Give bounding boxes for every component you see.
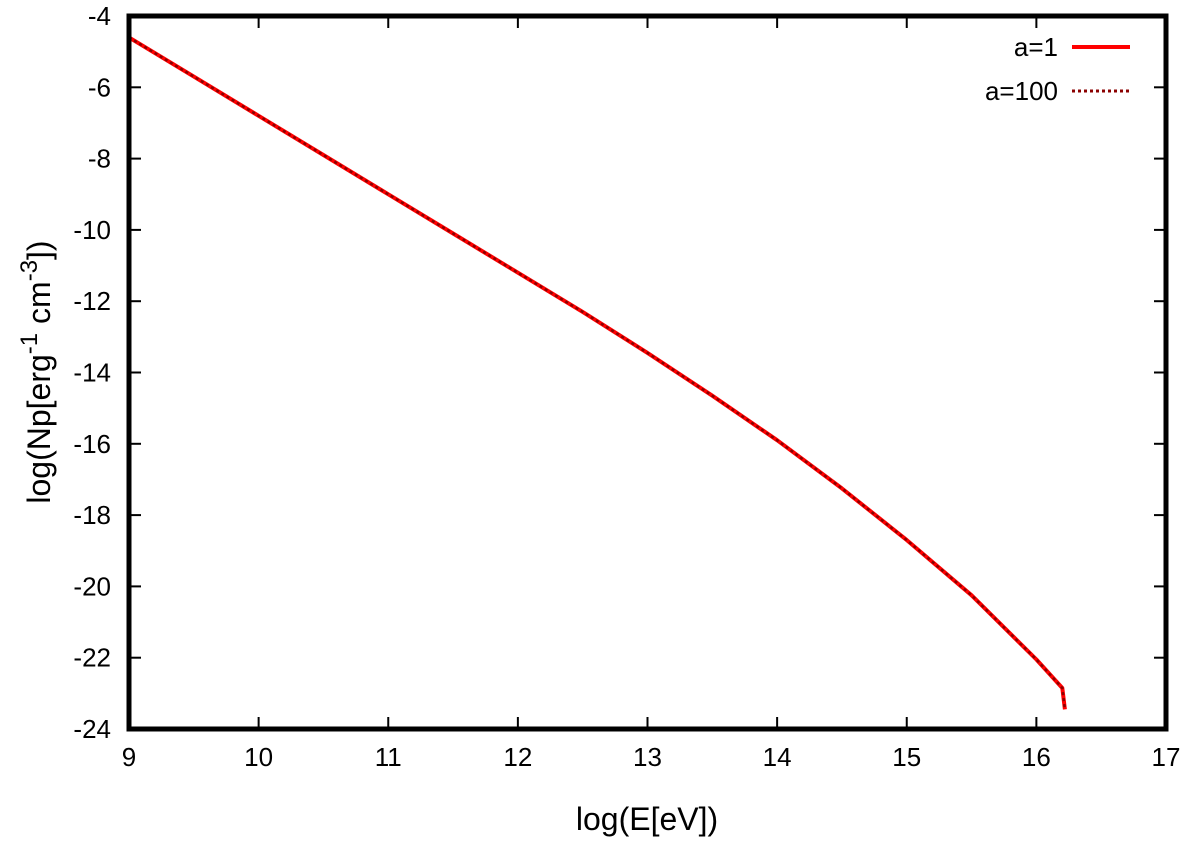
y-tick-label: -4 — [88, 1, 111, 31]
y-tick-label: -24 — [73, 714, 111, 744]
y-axis-title-part: cm — [21, 281, 57, 333]
x-tick-label: 14 — [763, 742, 792, 772]
plot-area — [129, 16, 1166, 729]
y-tick-label: -12 — [73, 286, 111, 316]
legend: a=1 a=100 — [985, 32, 1130, 106]
x-tick-label: 9 — [122, 742, 136, 772]
x-tick-label: 10 — [244, 742, 273, 772]
y-tick-label: -6 — [88, 72, 111, 102]
legend-label: a=1 — [1014, 32, 1058, 62]
y-axis-title-superscript: -3 — [16, 260, 43, 281]
x-tick-label: 11 — [375, 742, 402, 772]
y-axis-title: log(Np[erg-1 cm-3]) — [16, 240, 58, 503]
plot-frame — [126, 13, 1169, 732]
ticks-layer: 9 10 11 12 13 14 15 16 17 -24 -22 -20 -18 -16 -14 -12 -1… — [73, 1, 1180, 772]
x-tick-label: 15 — [892, 742, 921, 772]
y-axis-title-part: log(Np[erg — [21, 354, 57, 503]
y-tick-label: -22 — [73, 643, 111, 673]
x-tick-label: 12 — [503, 742, 532, 772]
y-tick-label: -14 — [73, 358, 111, 388]
x-axis-title: log(E[eV]) — [576, 801, 718, 837]
y-tick-label: -8 — [88, 144, 111, 174]
y-tick-label: -20 — [73, 571, 111, 601]
x-tick-label: 13 — [633, 742, 662, 772]
y-axis-title-superscript: -1 — [16, 333, 43, 354]
y-tick-label: -10 — [73, 215, 111, 245]
y-axis-title-part: ]) — [21, 240, 57, 260]
x-tick-label: 16 — [1022, 742, 1051, 772]
y-tick-label: -16 — [73, 429, 111, 459]
legend-label: a=100 — [985, 76, 1058, 106]
x-tick-label: 17 — [1152, 742, 1181, 772]
series-layer — [127, 35, 1067, 710]
y-tick-label: -18 — [73, 500, 111, 530]
series-line-a-100 — [128, 36, 1067, 710]
